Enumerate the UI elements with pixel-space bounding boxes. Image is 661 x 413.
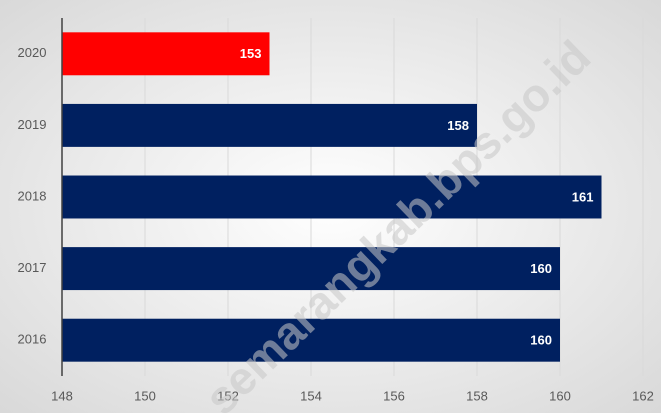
x-tick-label: 156 [383, 388, 405, 403]
bar [62, 318, 560, 362]
y-tick-label: 2017 [18, 260, 47, 275]
y-tick-label: 2020 [18, 45, 47, 60]
y-tick-label: 2016 [18, 332, 47, 347]
data-label: 160 [530, 261, 552, 276]
data-label: 161 [572, 189, 594, 204]
x-tick-label: 160 [549, 388, 571, 403]
bar [62, 32, 270, 76]
data-label: 160 [530, 333, 552, 348]
y-tick-label: 2019 [18, 117, 47, 132]
x-tick-label: 162 [632, 388, 654, 403]
x-tick-label: 158 [466, 388, 488, 403]
bar [62, 103, 477, 147]
y-tick-label: 2018 [18, 188, 47, 203]
x-tick-label: 150 [134, 388, 156, 403]
x-tick-label: 154 [300, 388, 322, 403]
data-label: 153 [240, 46, 262, 61]
bar [62, 175, 602, 219]
x-tick-label: 152 [217, 388, 239, 403]
bar [62, 247, 560, 291]
x-tick-label: 148 [51, 388, 73, 403]
data-label: 158 [447, 118, 469, 133]
